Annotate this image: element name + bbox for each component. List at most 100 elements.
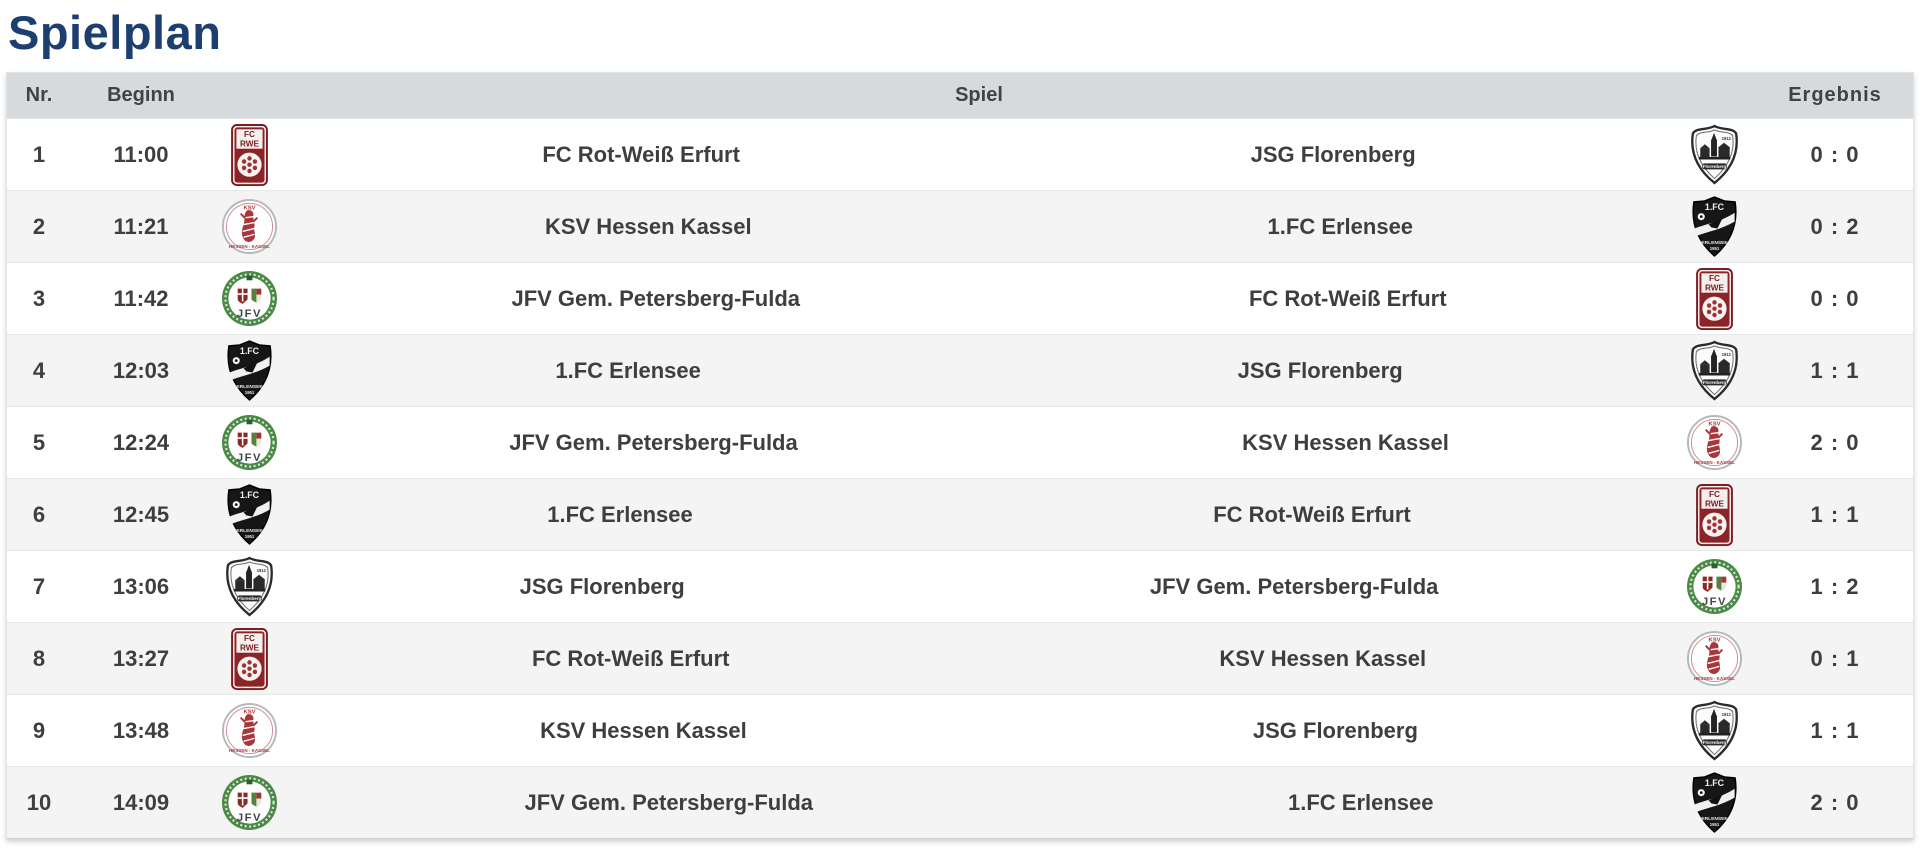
team-logo-jsg-icon: 1912 Florenberg (1687, 700, 1742, 761)
away-team-name: JSG Florenberg (1237, 357, 1403, 383)
svg-text:RWE: RWE (239, 139, 259, 148)
team-logo-erlensee-icon: 1.FC ERLENSEE 1951 (1688, 195, 1741, 258)
svg-text:HESSEN - KASSEL: HESSEN - KASSEL (1694, 676, 1735, 681)
table-row: 4 12:03 1.FC ERLENSEE 1951 1.FC Erlensee… (7, 334, 1913, 406)
home-team-name: JFV Gem. Petersberg-Fulda (511, 285, 800, 311)
team-logo-rwe-icon: FC RWE (230, 123, 268, 186)
svg-text:1912: 1912 (1721, 712, 1731, 717)
team-logo-ksv-icon: KSV HESSEN - KASSEL (221, 702, 278, 759)
svg-text:KSV: KSV (1708, 637, 1720, 643)
match-time: 11:21 (113, 213, 169, 239)
home-team-name: 1.FC Erlensee (547, 501, 693, 527)
away-team-name: FC Rot-Weiß Erfurt (1213, 501, 1411, 527)
header-beginn: Beginn (107, 84, 175, 106)
page-title: Spielplan (8, 6, 222, 59)
team-logo-erlensee-icon: 1.FC ERLENSEE 1951 (223, 339, 276, 402)
team-logo-ksv-icon: KSV HESSEN - KASSEL (221, 198, 278, 255)
match-time: 14:09 (112, 789, 170, 815)
header-ergebnis: Ergebnis (1788, 84, 1882, 106)
svg-text:FC: FC (244, 634, 255, 643)
svg-text:1.FC: 1.FC (1704, 778, 1724, 788)
match-time: 13:48 (112, 717, 170, 743)
team-logo-jfv-icon: JFV (1686, 558, 1743, 615)
schedule-table: Nr. Beginn Spiel Ergebnis 1 11:00 FC RWE… (6, 72, 1914, 839)
match-number: 3 (32, 285, 46, 311)
home-team-name: JFV Gem. Petersberg-Fulda (524, 789, 814, 815)
match-time: 11:00 (113, 141, 169, 167)
match-score: 1 : 2 (1810, 573, 1860, 599)
svg-text:JFV: JFV (236, 452, 261, 464)
away-team-name: 1.FC Erlensee (1267, 213, 1414, 239)
svg-text:Florenberg: Florenberg (1702, 164, 1726, 169)
svg-text:1.FC: 1.FC (239, 490, 259, 500)
team-logo-rwe-icon: FC RWE (1695, 483, 1733, 546)
svg-text:KSV: KSV (1708, 421, 1720, 427)
svg-text:1912: 1912 (256, 568, 266, 573)
away-team-name: FC Rot-Weiß Erfurt (1248, 285, 1447, 311)
match-time: 12:03 (112, 357, 170, 383)
table-row: 9 13:48 KSV HESSEN - KASSEL KSV Hessen K… (7, 694, 1913, 766)
match-score: 0 : 2 (1810, 213, 1860, 239)
svg-text:ERLENSEE: ERLENSEE (236, 384, 263, 390)
match-time: 12:24 (112, 429, 170, 455)
table-row: 2 11:21 KSV HESSEN - KASSEL KSV Hessen K… (7, 190, 1913, 262)
svg-text:1.FC: 1.FC (239, 346, 259, 356)
home-team-name: KSV Hessen Kassel (544, 213, 752, 239)
table-row: 1 11:00 FC RWE FC Rot-Weiß Erfurt JSG Fl… (7, 118, 1913, 190)
svg-text:HESSEN - KASSEL: HESSEN - KASSEL (229, 748, 270, 753)
svg-text:RWE: RWE (1704, 499, 1724, 508)
team-logo-erlensee-icon: 1.FC ERLENSEE 1951 (1688, 771, 1741, 834)
svg-text:ERLENSEE: ERLENSEE (1701, 240, 1728, 246)
match-time: 12:45 (112, 501, 170, 527)
home-team-name: FC Rot-Weiß Erfurt (542, 141, 740, 167)
away-team-name: JFV Gem. Petersberg-Fulda (1149, 573, 1439, 599)
svg-text:RWE: RWE (239, 643, 259, 652)
svg-text:HESSEN - KASSEL: HESSEN - KASSEL (1694, 460, 1735, 465)
match-number: 4 (32, 357, 46, 383)
svg-text:1951: 1951 (244, 390, 254, 395)
away-team-name: JSG Florenberg (1250, 141, 1416, 167)
match-score: 2 : 0 (1810, 429, 1860, 455)
svg-text:RWE: RWE (1705, 283, 1725, 292)
svg-text:ERLENSEE: ERLENSEE (1701, 816, 1728, 822)
svg-text:1912: 1912 (1721, 352, 1731, 357)
table-row: 3 11:42 JFV JFV Gem. Petersberg-Fulda FC… (7, 262, 1913, 334)
svg-text:Florenberg: Florenberg (1702, 380, 1726, 385)
svg-text:JFV: JFV (1701, 596, 1726, 608)
match-number: 8 (32, 645, 46, 671)
table-row: 5 12:24 JFV JFV Gem. Petersberg-Fulda KS… (7, 406, 1913, 478)
table-body: 1 11:00 FC RWE FC Rot-Weiß Erfurt JSG Fl… (7, 118, 1913, 838)
svg-text:Florenberg: Florenberg (1702, 740, 1726, 745)
table-row: 6 12:45 1.FC ERLENSEE 1951 1.FC Erlensee… (7, 478, 1913, 550)
away-team-name: 1.FC Erlensee (1288, 789, 1434, 815)
header-spiel: Spiel (955, 84, 1003, 106)
match-number: 9 (32, 717, 46, 743)
match-score: 0 : 1 (1810, 645, 1860, 671)
team-logo-rwe-icon: FC RWE (230, 627, 268, 690)
match-score: 1 : 1 (1810, 717, 1860, 743)
match-number: 7 (32, 573, 46, 599)
match-score: 0 : 0 (1810, 141, 1860, 167)
svg-text:ERLENSEE: ERLENSEE (236, 528, 263, 534)
table-header-row: Nr. Beginn Spiel Ergebnis (7, 73, 1913, 118)
team-logo-jsg-icon: 1912 Florenberg (1687, 340, 1742, 401)
header-nr: Nr. (25, 84, 53, 106)
away-team-name: KSV Hessen Kassel (1219, 645, 1427, 671)
home-team-name: 1.FC Erlensee (555, 357, 701, 383)
match-time: 13:27 (112, 645, 170, 671)
home-team-name: FC Rot-Weiß Erfurt (531, 645, 730, 671)
home-team-name: JFV Gem. Petersberg-Fulda (509, 429, 798, 455)
team-logo-rwe-icon: FC RWE (1695, 267, 1733, 330)
match-number: 10 (26, 789, 52, 815)
svg-text:HESSEN - KASSEL: HESSEN - KASSEL (229, 244, 270, 249)
svg-text:KSV: KSV (243, 205, 255, 211)
match-number: 1 (32, 141, 46, 167)
svg-text:FC: FC (1709, 274, 1720, 283)
team-logo-ksv-icon: KSV HESSEN - KASSEL (1686, 630, 1743, 687)
svg-text:1951: 1951 (1709, 246, 1719, 251)
match-score: 0 : 0 (1810, 285, 1860, 311)
match-score: 2 : 0 (1810, 789, 1860, 815)
team-logo-jfv-icon: JFV (221, 774, 278, 831)
table-row: 7 13:06 1912 Florenberg JSG Florenberg J… (7, 550, 1913, 622)
